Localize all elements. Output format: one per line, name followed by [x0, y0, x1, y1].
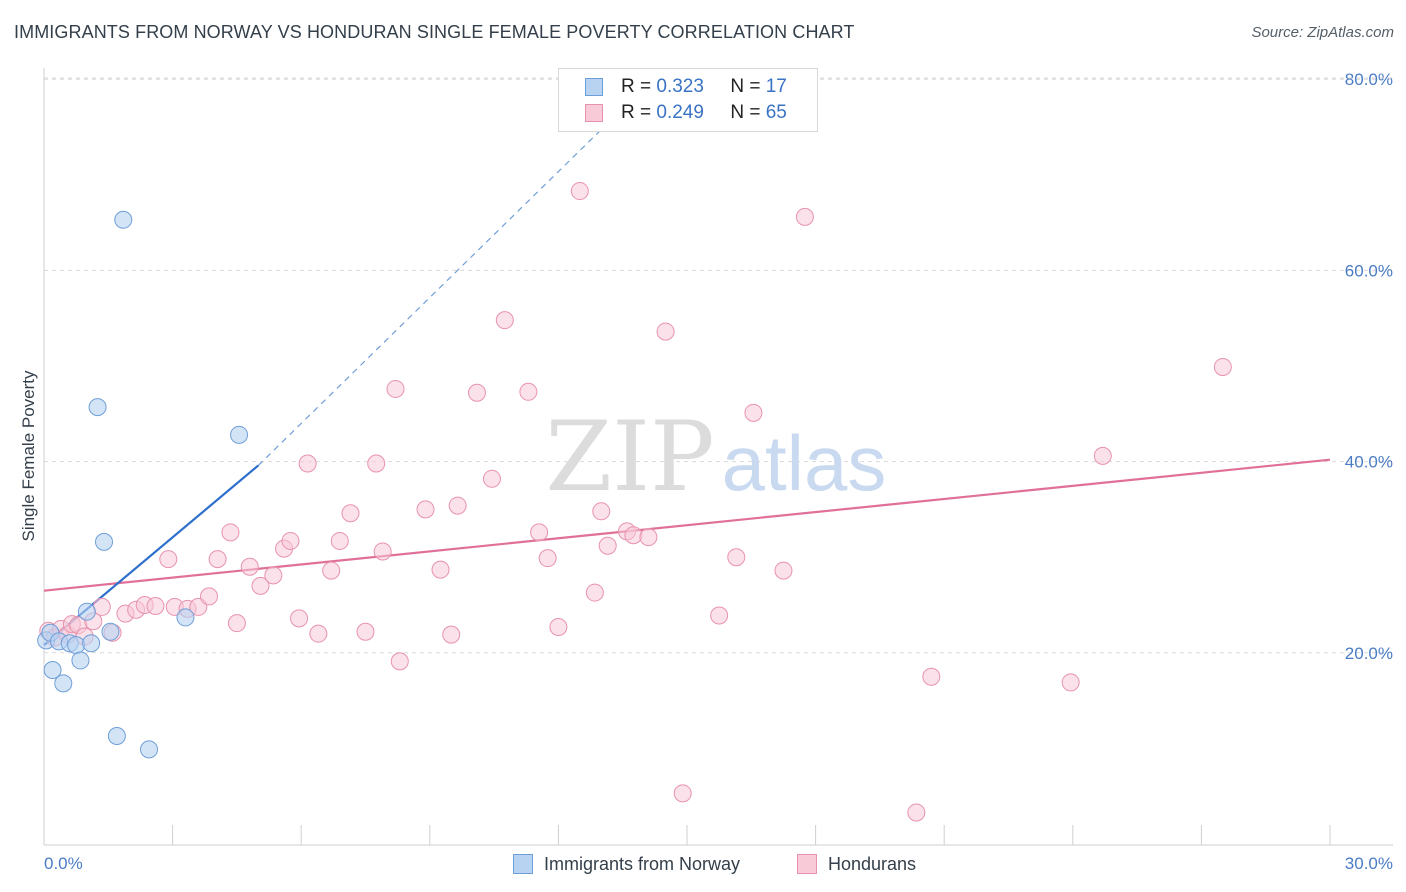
point-honduran [549, 617, 568, 636]
y-tick-label: 20.0% [1345, 644, 1393, 663]
r-label: R = [621, 102, 652, 123]
stats-legend: R = 0.323 N = 17 R = 0.249 N = 65 [558, 68, 818, 132]
n-label: N = [730, 76, 761, 97]
point-norway [101, 622, 120, 641]
point-honduran [92, 597, 111, 616]
point-honduran [795, 207, 814, 226]
point-norway [54, 674, 73, 693]
point-honduran [386, 379, 405, 398]
point-honduran [774, 561, 793, 580]
norway-swatch [585, 78, 603, 96]
point-honduran [656, 322, 675, 341]
point-honduran [1061, 673, 1080, 692]
point-norway [140, 740, 159, 759]
point-honduran [330, 531, 349, 550]
point-honduran [309, 624, 328, 643]
point-honduran [221, 523, 240, 542]
point-honduran [467, 383, 486, 402]
point-honduran [373, 542, 392, 561]
point-norway [71, 651, 90, 670]
point-honduran [341, 504, 360, 523]
point-honduran [367, 454, 386, 473]
point-honduran [744, 403, 763, 422]
point-honduran [538, 549, 557, 568]
point-honduran [298, 454, 317, 473]
n-value-norway: 17 [765, 76, 787, 97]
point-honduran [570, 182, 589, 201]
point-honduran [442, 625, 461, 644]
point-honduran [639, 528, 658, 547]
point-honduran [592, 502, 611, 521]
point-honduran [356, 622, 375, 641]
point-norway [230, 425, 249, 444]
chart-title: IMMIGRANTS FROM NORWAY VS HONDURAN SINGL… [14, 22, 855, 42]
point-norway [77, 602, 96, 621]
point-honduran [598, 536, 617, 555]
point-honduran [1093, 446, 1112, 465]
data-points [37, 182, 1232, 822]
point-honduran [585, 583, 604, 602]
point-honduran [710, 606, 729, 625]
point-honduran [482, 469, 501, 488]
point-honduran [189, 597, 208, 616]
point-honduran [519, 382, 538, 401]
point-norway [67, 636, 86, 655]
y-tick-label: 40.0% [1345, 453, 1393, 472]
point-honduran [673, 784, 692, 803]
r-value-norway: 0.323 [656, 76, 704, 97]
point-honduran [251, 576, 270, 595]
point-honduran [159, 550, 178, 569]
point-honduran [1213, 357, 1232, 376]
axes [43, 68, 1393, 846]
point-norway [88, 398, 107, 417]
trend-lines [43, 78, 1331, 646]
watermark-zip: ZIP [545, 401, 714, 513]
point-honduran [907, 803, 926, 822]
point-honduran [200, 587, 219, 606]
point-norway [43, 661, 62, 680]
point-honduran [624, 526, 643, 545]
point-honduran [416, 500, 435, 519]
point-honduran [530, 523, 549, 542]
trend-line-norway-extrapolated [257, 78, 654, 466]
r-label: R = [621, 76, 652, 97]
point-honduran [264, 566, 283, 585]
y-tick-label: 60.0% [1345, 261, 1393, 280]
x-tick-label-max: 30.0% [1345, 854, 1393, 873]
watermark: ZIP atlas [545, 401, 886, 513]
point-norway [82, 634, 101, 653]
y-axis-label: Single Female Poverty [19, 370, 38, 542]
point-honduran [922, 667, 941, 686]
legend-label-norway: Immigrants from Norway [544, 854, 741, 874]
point-honduran [431, 560, 450, 579]
point-honduran [208, 550, 227, 569]
point-honduran [227, 614, 246, 633]
source-credit: Source: ZipAtlas.com [1251, 24, 1394, 41]
n-label: N = [730, 102, 761, 123]
norway-legend-swatch [513, 854, 533, 874]
point-honduran [322, 561, 341, 580]
point-honduran [281, 531, 300, 550]
honduran-swatch [585, 104, 603, 122]
point-honduran [240, 557, 259, 576]
point-honduran [495, 311, 514, 330]
point-honduran [727, 548, 746, 567]
point-norway [107, 726, 126, 745]
point-honduran [146, 596, 165, 615]
watermark-atlas: atlas [722, 419, 887, 507]
y-tick-label: 80.0% [1345, 70, 1393, 89]
point-honduran [448, 496, 467, 515]
honduran-legend-swatch [797, 854, 817, 874]
point-norway [95, 532, 114, 551]
point-honduran [290, 609, 309, 628]
legend-label-honduran: Hondurans [828, 854, 917, 874]
x-tick-label-min: 0.0% [44, 854, 83, 873]
r-value-honduran: 0.249 [656, 102, 704, 123]
n-value-honduran: 65 [765, 102, 787, 123]
point-honduran [390, 652, 409, 671]
point-norway [176, 608, 195, 627]
point-norway [114, 210, 133, 229]
